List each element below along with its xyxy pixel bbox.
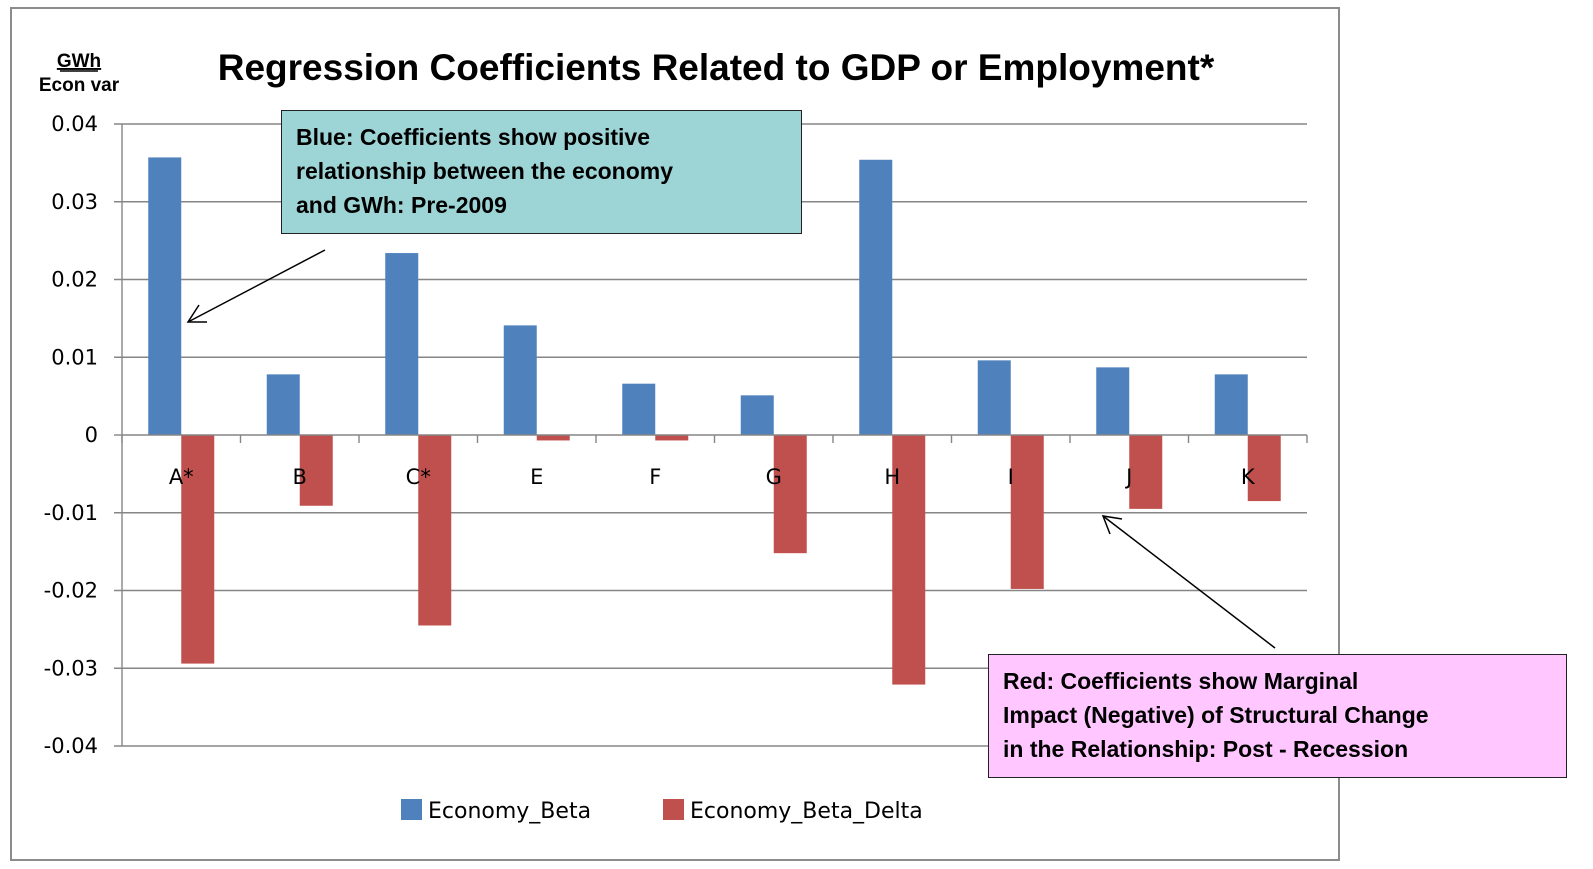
bar-economy-beta-delta-h (892, 435, 926, 685)
x-tick-label: J (1124, 465, 1132, 489)
x-tick-label: C* (406, 465, 431, 489)
red-annotation-box: Red: Coefficients show Marginal Impact (… (988, 654, 1567, 778)
y-tick-label: 0 (85, 423, 98, 447)
blue-arrow-head (186, 304, 207, 323)
bar-economy-beta-h (859, 159, 893, 435)
bar-economy-beta-delta-i (1010, 435, 1044, 589)
bar-economy-beta-i (977, 360, 1011, 435)
legend-label-economy-beta-delta: Economy_Beta_Delta (690, 799, 923, 824)
x-tick-label: I (1008, 465, 1014, 489)
red-annotation-line-1: Red: Coefficients show Marginal (1003, 668, 1359, 694)
red-annotation-arrow (1102, 515, 1276, 649)
y-tick-label: 0.02 (51, 268, 98, 292)
x-tick-label: H (884, 465, 900, 489)
y-tick-label: -0.04 (44, 734, 98, 758)
x-tick-label: F (649, 465, 661, 489)
red-arrow-head (1101, 515, 1123, 535)
blue-annotation-arrow (187, 249, 326, 323)
y-tick-label: 0.04 (51, 112, 98, 136)
bar-economy-beta-a (148, 157, 182, 435)
bar-economy-beta-k (1214, 374, 1248, 435)
x-tick-label: B (293, 465, 307, 489)
x-tick-label: E (530, 465, 543, 489)
bar-economy-beta-delta-c (418, 435, 452, 626)
bar-economy-beta-delta-g (773, 435, 807, 554)
bar-economy-beta-delta-e (536, 435, 570, 441)
annotation-arrows (186, 249, 1276, 649)
red-annotation-line-3: in the Relationship: Post - Recession (1003, 736, 1409, 762)
blue-annotation-line-3: and GWh: Pre-2009 (296, 192, 507, 218)
bar-economy-beta-b (266, 374, 300, 435)
bars (148, 157, 1281, 685)
y-axis-unit-denominator: Econ var (39, 75, 120, 96)
bar-economy-beta-delta-b (299, 435, 333, 506)
bar-economy-beta-c (385, 253, 419, 435)
chart-title: Regression Coefficients Related to GDP o… (218, 47, 1215, 88)
bar-economy-beta-delta-a (181, 435, 215, 664)
blue-annotation-box: Blue: Coefficients show positive relatio… (281, 110, 802, 234)
y-tick-label: -0.02 (44, 579, 98, 603)
y-tick-label: 0.03 (51, 190, 98, 214)
bar-economy-beta-delta-f (655, 435, 689, 441)
bar-economy-beta-j (1096, 367, 1130, 435)
x-axis-labels: A* B C* E F G H I J K (169, 465, 1256, 489)
y-tick-label: -0.03 (44, 656, 98, 680)
legend-swatch-economy-beta-delta (663, 799, 684, 820)
y-tick-label: -0.01 (44, 501, 98, 525)
bar-economy-beta-delta-j (1129, 435, 1163, 509)
y-axis-unit-numerator: GWh (57, 51, 101, 72)
y-tick-label: 0.01 (51, 345, 98, 369)
legend-swatch-economy-beta (401, 799, 422, 820)
legend-label-economy-beta: Economy_Beta (428, 799, 591, 824)
x-tick-label: G (766, 465, 782, 489)
red-annotation-line-2: Impact (Negative) of Structural Change (1003, 702, 1429, 728)
blue-annotation-line-2: relationship between the economy (296, 158, 674, 184)
x-tick-label: K (1241, 465, 1256, 489)
legend: Economy_Beta Economy_Beta_Delta (401, 799, 923, 824)
bar-economy-beta-f (622, 383, 656, 435)
y-axis-ticks: 0.04 0.03 0.02 0.01 0 -0.01 -0.02 -0.03 -0.04 (44, 112, 98, 758)
bar-economy-beta-delta-k (1247, 435, 1281, 502)
bar-economy-beta-g (740, 395, 774, 435)
x-tick-label: A* (169, 465, 194, 489)
blue-annotation-line-1: Blue: Coefficients show positive (296, 124, 650, 150)
x-axis (121, 434, 1308, 443)
bar-economy-beta-e (503, 325, 537, 435)
